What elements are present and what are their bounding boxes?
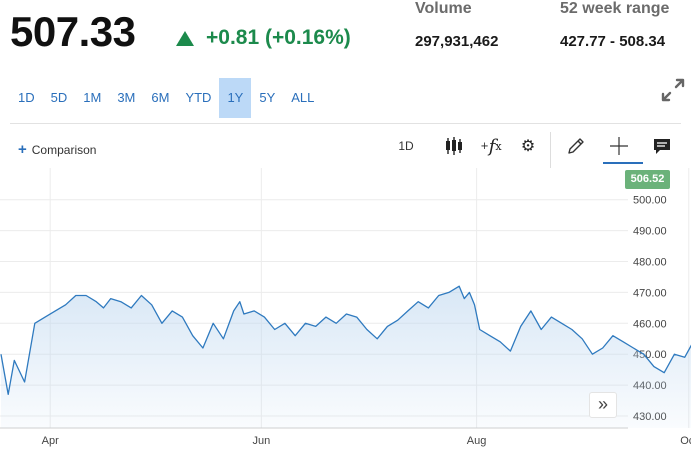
range-button-1d[interactable]: 1D: [18, 90, 35, 105]
x-tick-label: Oct: [680, 435, 691, 447]
x-tick-label: Aug: [467, 435, 487, 447]
range-button-5d[interactable]: 5D: [50, 90, 68, 105]
comparison-label: Comparison: [31, 143, 97, 157]
last-price-tag: 506.52: [625, 170, 670, 189]
range-selector: 1D 5D 1M 3M 6M YTD 1Y 5Y ALL: [10, 78, 322, 118]
expand-icon[interactable]: [660, 77, 686, 103]
scroll-forward-button[interactable]: »: [589, 392, 617, 418]
week-range-label: 52 week range: [560, 0, 670, 17]
week-range-stat: 52 week range 427.77 - 508.34: [560, 0, 669, 50]
range-button-all[interactable]: ALL: [291, 90, 315, 105]
range-button-1y[interactable]: 1Y: [219, 78, 252, 118]
y-tick-label: 470.00: [633, 287, 667, 299]
y-tick-label: 460.00: [633, 318, 667, 330]
crosshair-icon[interactable]: [606, 132, 632, 160]
last-price: 507.33: [10, 8, 136, 55]
pencil-icon[interactable]: [565, 132, 587, 160]
volume-value: 297,931,462: [415, 33, 499, 50]
range-button-6m[interactable]: 6M: [151, 90, 170, 105]
x-tick-label: Apr: [42, 435, 59, 447]
plus-icon: +: [18, 141, 27, 158]
volume-stat: Volume 297,931,462: [415, 0, 498, 50]
price-area-fill: [1, 286, 691, 428]
gear-icon[interactable]: ⚙: [520, 138, 536, 155]
price-change-value: +0.81 (+0.16%): [206, 26, 351, 49]
range-button-5y[interactable]: 5Y: [259, 90, 276, 105]
candlestick-icon[interactable]: [443, 132, 465, 160]
y-tick-label: 500.00: [633, 195, 667, 207]
header-divider: [10, 123, 681, 124]
comparison-button[interactable]: + Comparison: [18, 141, 96, 158]
week-range-value: 427.77 - 508.34: [560, 33, 666, 50]
price-change: +0.81 (+0.16%): [176, 26, 351, 50]
y-tick-label: 490.00: [633, 226, 667, 238]
price-chart[interactable]: 430.00440.00450.00460.00470.00480.00490.…: [0, 168, 691, 454]
toolbar-separator: [550, 132, 551, 168]
range-button-1m[interactable]: 1M: [83, 90, 102, 105]
y-tick-label: 480.00: [633, 257, 667, 269]
range-button-3m[interactable]: 3M: [117, 90, 136, 105]
crosshair-active-indicator: [603, 162, 643, 164]
up-arrow-icon: [176, 30, 194, 46]
range-button-ytd[interactable]: YTD: [185, 90, 212, 105]
volume-label: Volume: [415, 0, 472, 17]
price-line: [0, 285, 691, 396]
chart-toolbar: + Comparison 1D + f x ⚙: [0, 132, 691, 168]
comment-icon[interactable]: [651, 132, 673, 160]
x-tick-label: Jun: [252, 435, 270, 447]
price-chart-svg: 430.00440.00450.00460.00470.00480.00490.…: [0, 168, 691, 447]
interval-button[interactable]: 1D: [398, 139, 414, 153]
indicators-icon[interactable]: + f x: [480, 135, 502, 157]
